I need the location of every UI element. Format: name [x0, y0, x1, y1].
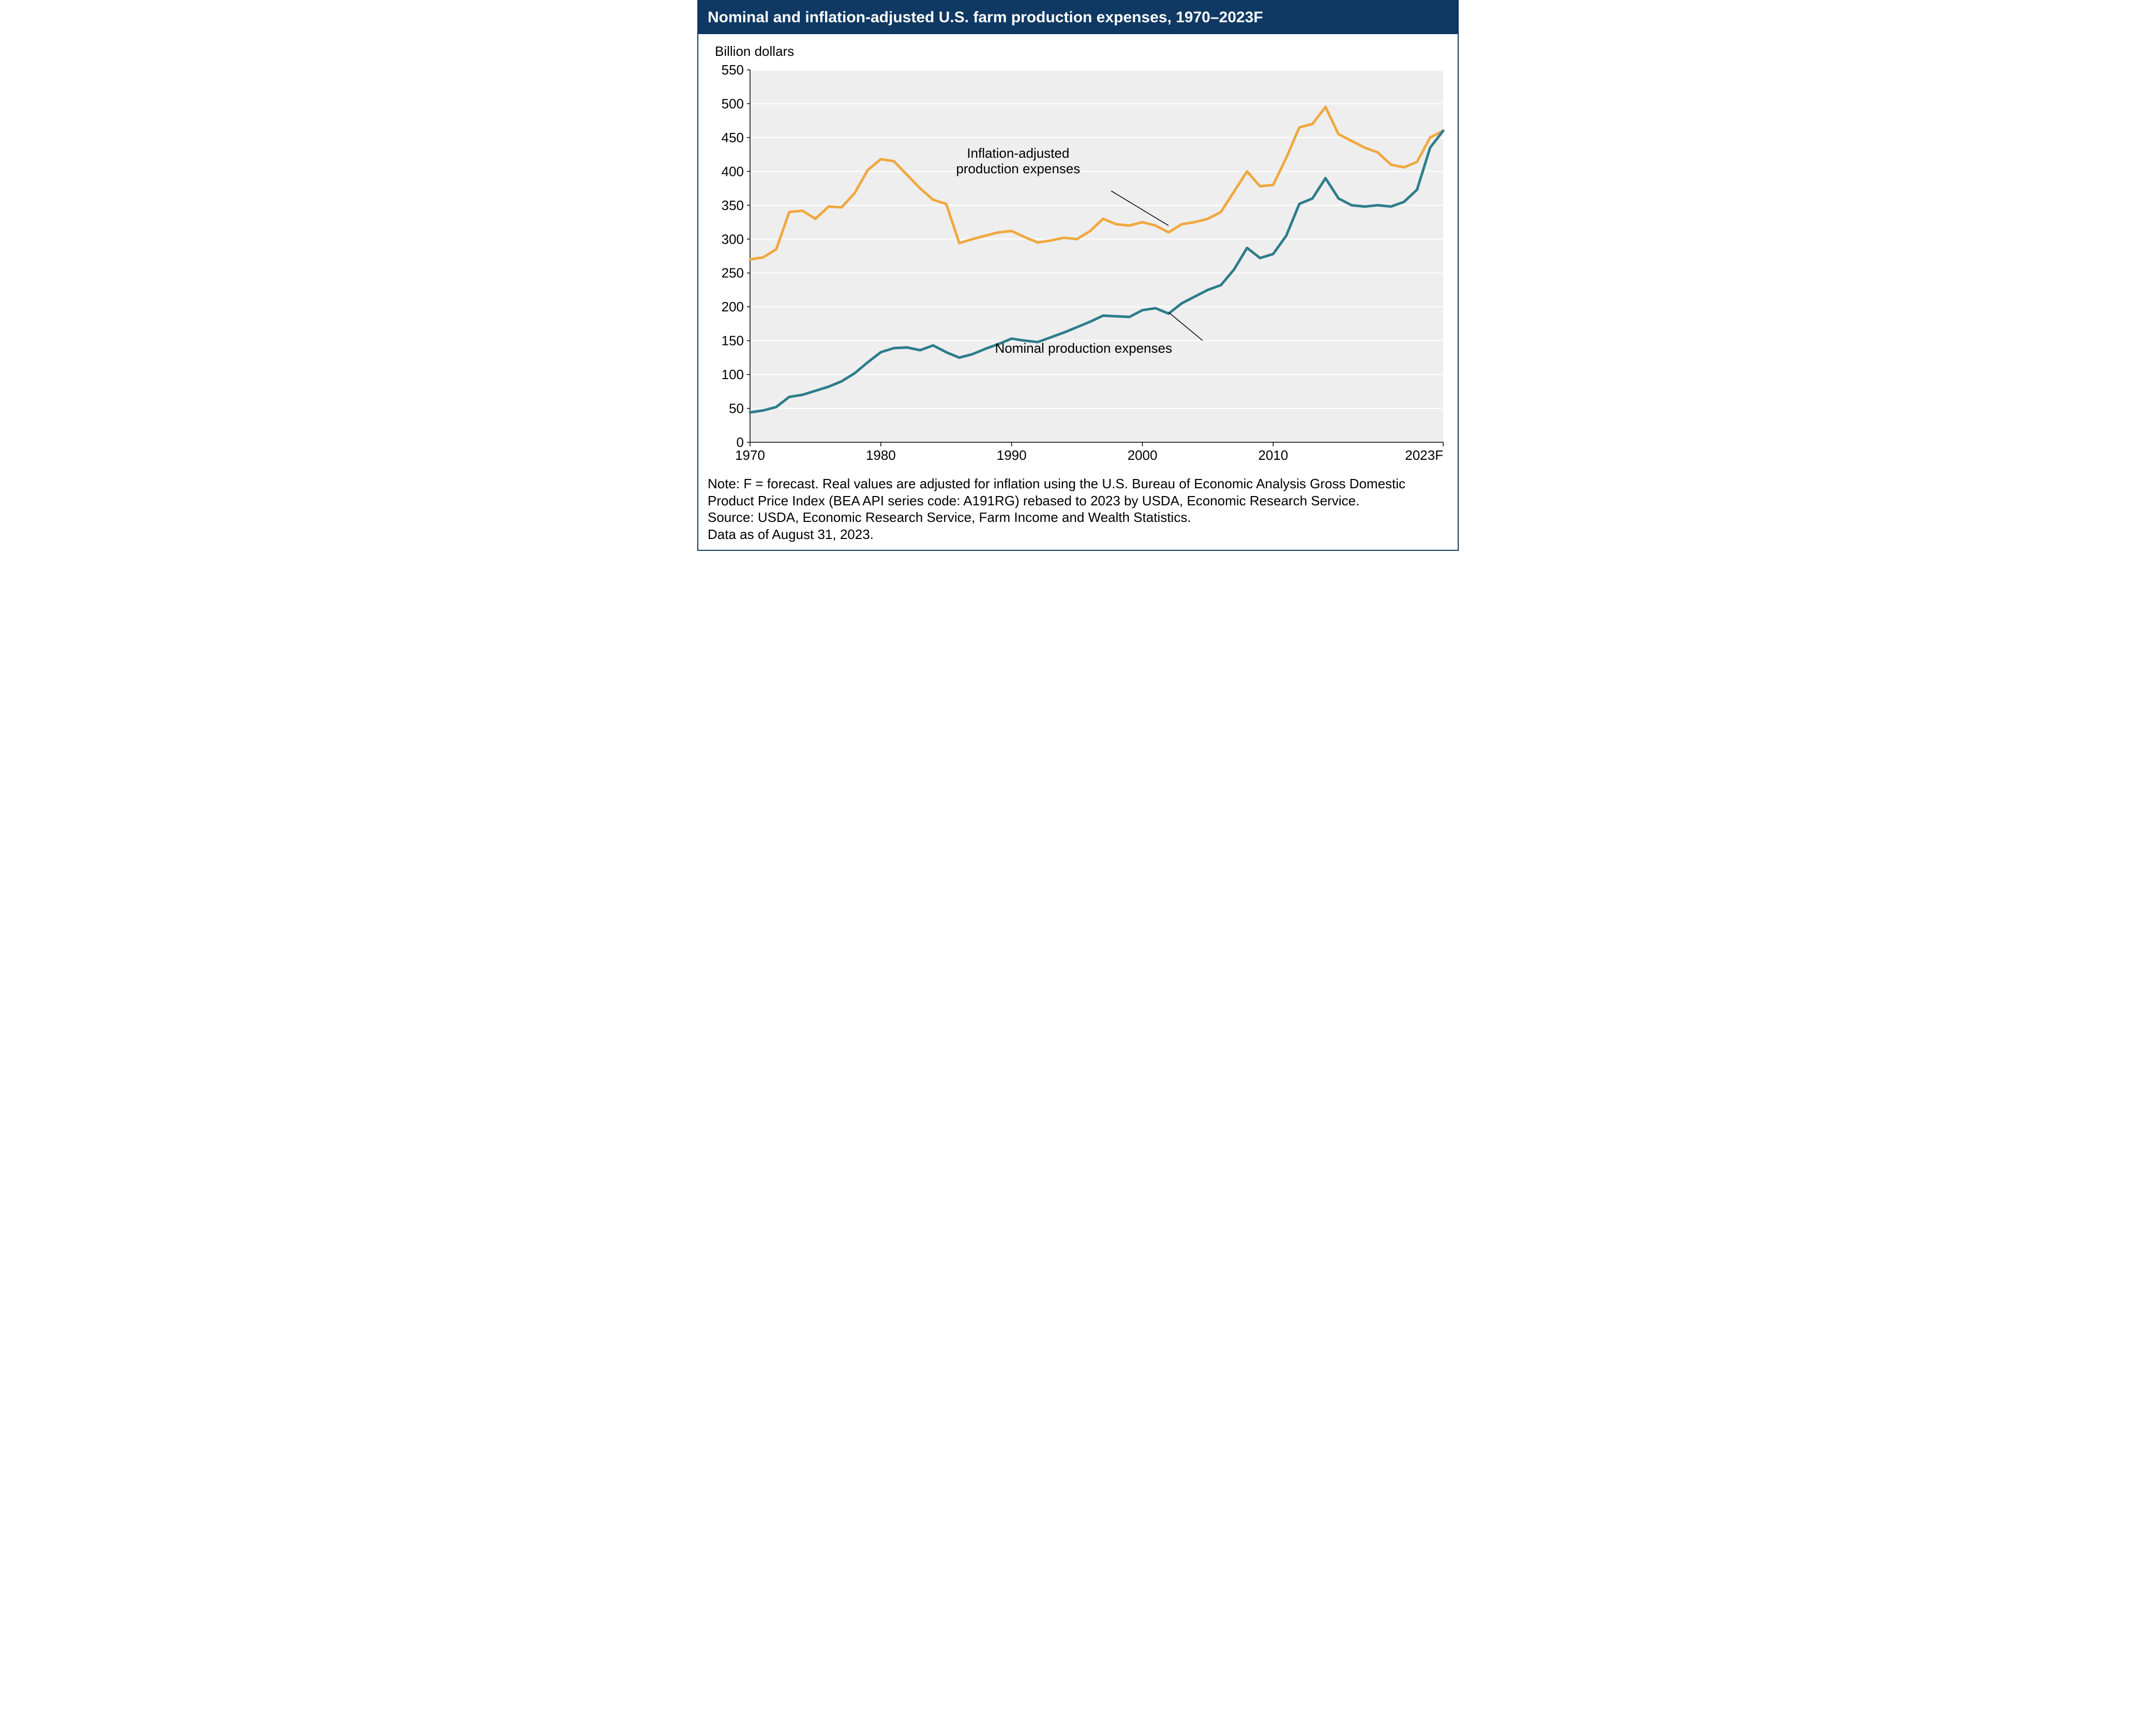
y-tick-label: 350 [722, 198, 744, 213]
y-tick-label: 200 [722, 299, 744, 314]
callout-text: production expenses [956, 161, 1080, 176]
y-tick-label: 300 [722, 231, 744, 247]
chart-card: Nominal and inflation-adjusted U.S. farm… [697, 0, 1459, 551]
y-tick-label: 50 [729, 401, 744, 416]
y-tick-label: 250 [722, 265, 744, 281]
y-tick-label: 400 [722, 163, 744, 179]
x-tick-label: 2000 [1128, 447, 1158, 463]
y-tick-label: 450 [722, 130, 744, 145]
chart-title: Nominal and inflation-adjusted U.S. farm… [698, 1, 1458, 34]
x-tick-label: 2010 [1258, 447, 1288, 463]
y-axis-title: Billion dollars [703, 39, 1453, 59]
x-tick-label: 1990 [997, 447, 1027, 463]
x-tick-label: 2023F [1405, 447, 1443, 463]
callout-text: Nominal production expenses [995, 340, 1172, 356]
chart-svg: 0501001502002503003504004505005501970198… [703, 59, 1453, 473]
x-tick-label: 1970 [735, 447, 765, 463]
chart-area: Billion dollars 050100150200250300350400… [698, 34, 1458, 473]
y-tick-label: 100 [722, 367, 744, 382]
y-tick-label: 150 [722, 333, 744, 349]
y-tick-label: 500 [722, 96, 744, 111]
x-tick-label: 1980 [866, 447, 896, 463]
y-tick-label: 550 [722, 62, 744, 78]
callout-text: Inflation-adjusted [967, 145, 1069, 161]
chart-footnote: Note: F = forecast. Real values are adju… [698, 473, 1458, 550]
